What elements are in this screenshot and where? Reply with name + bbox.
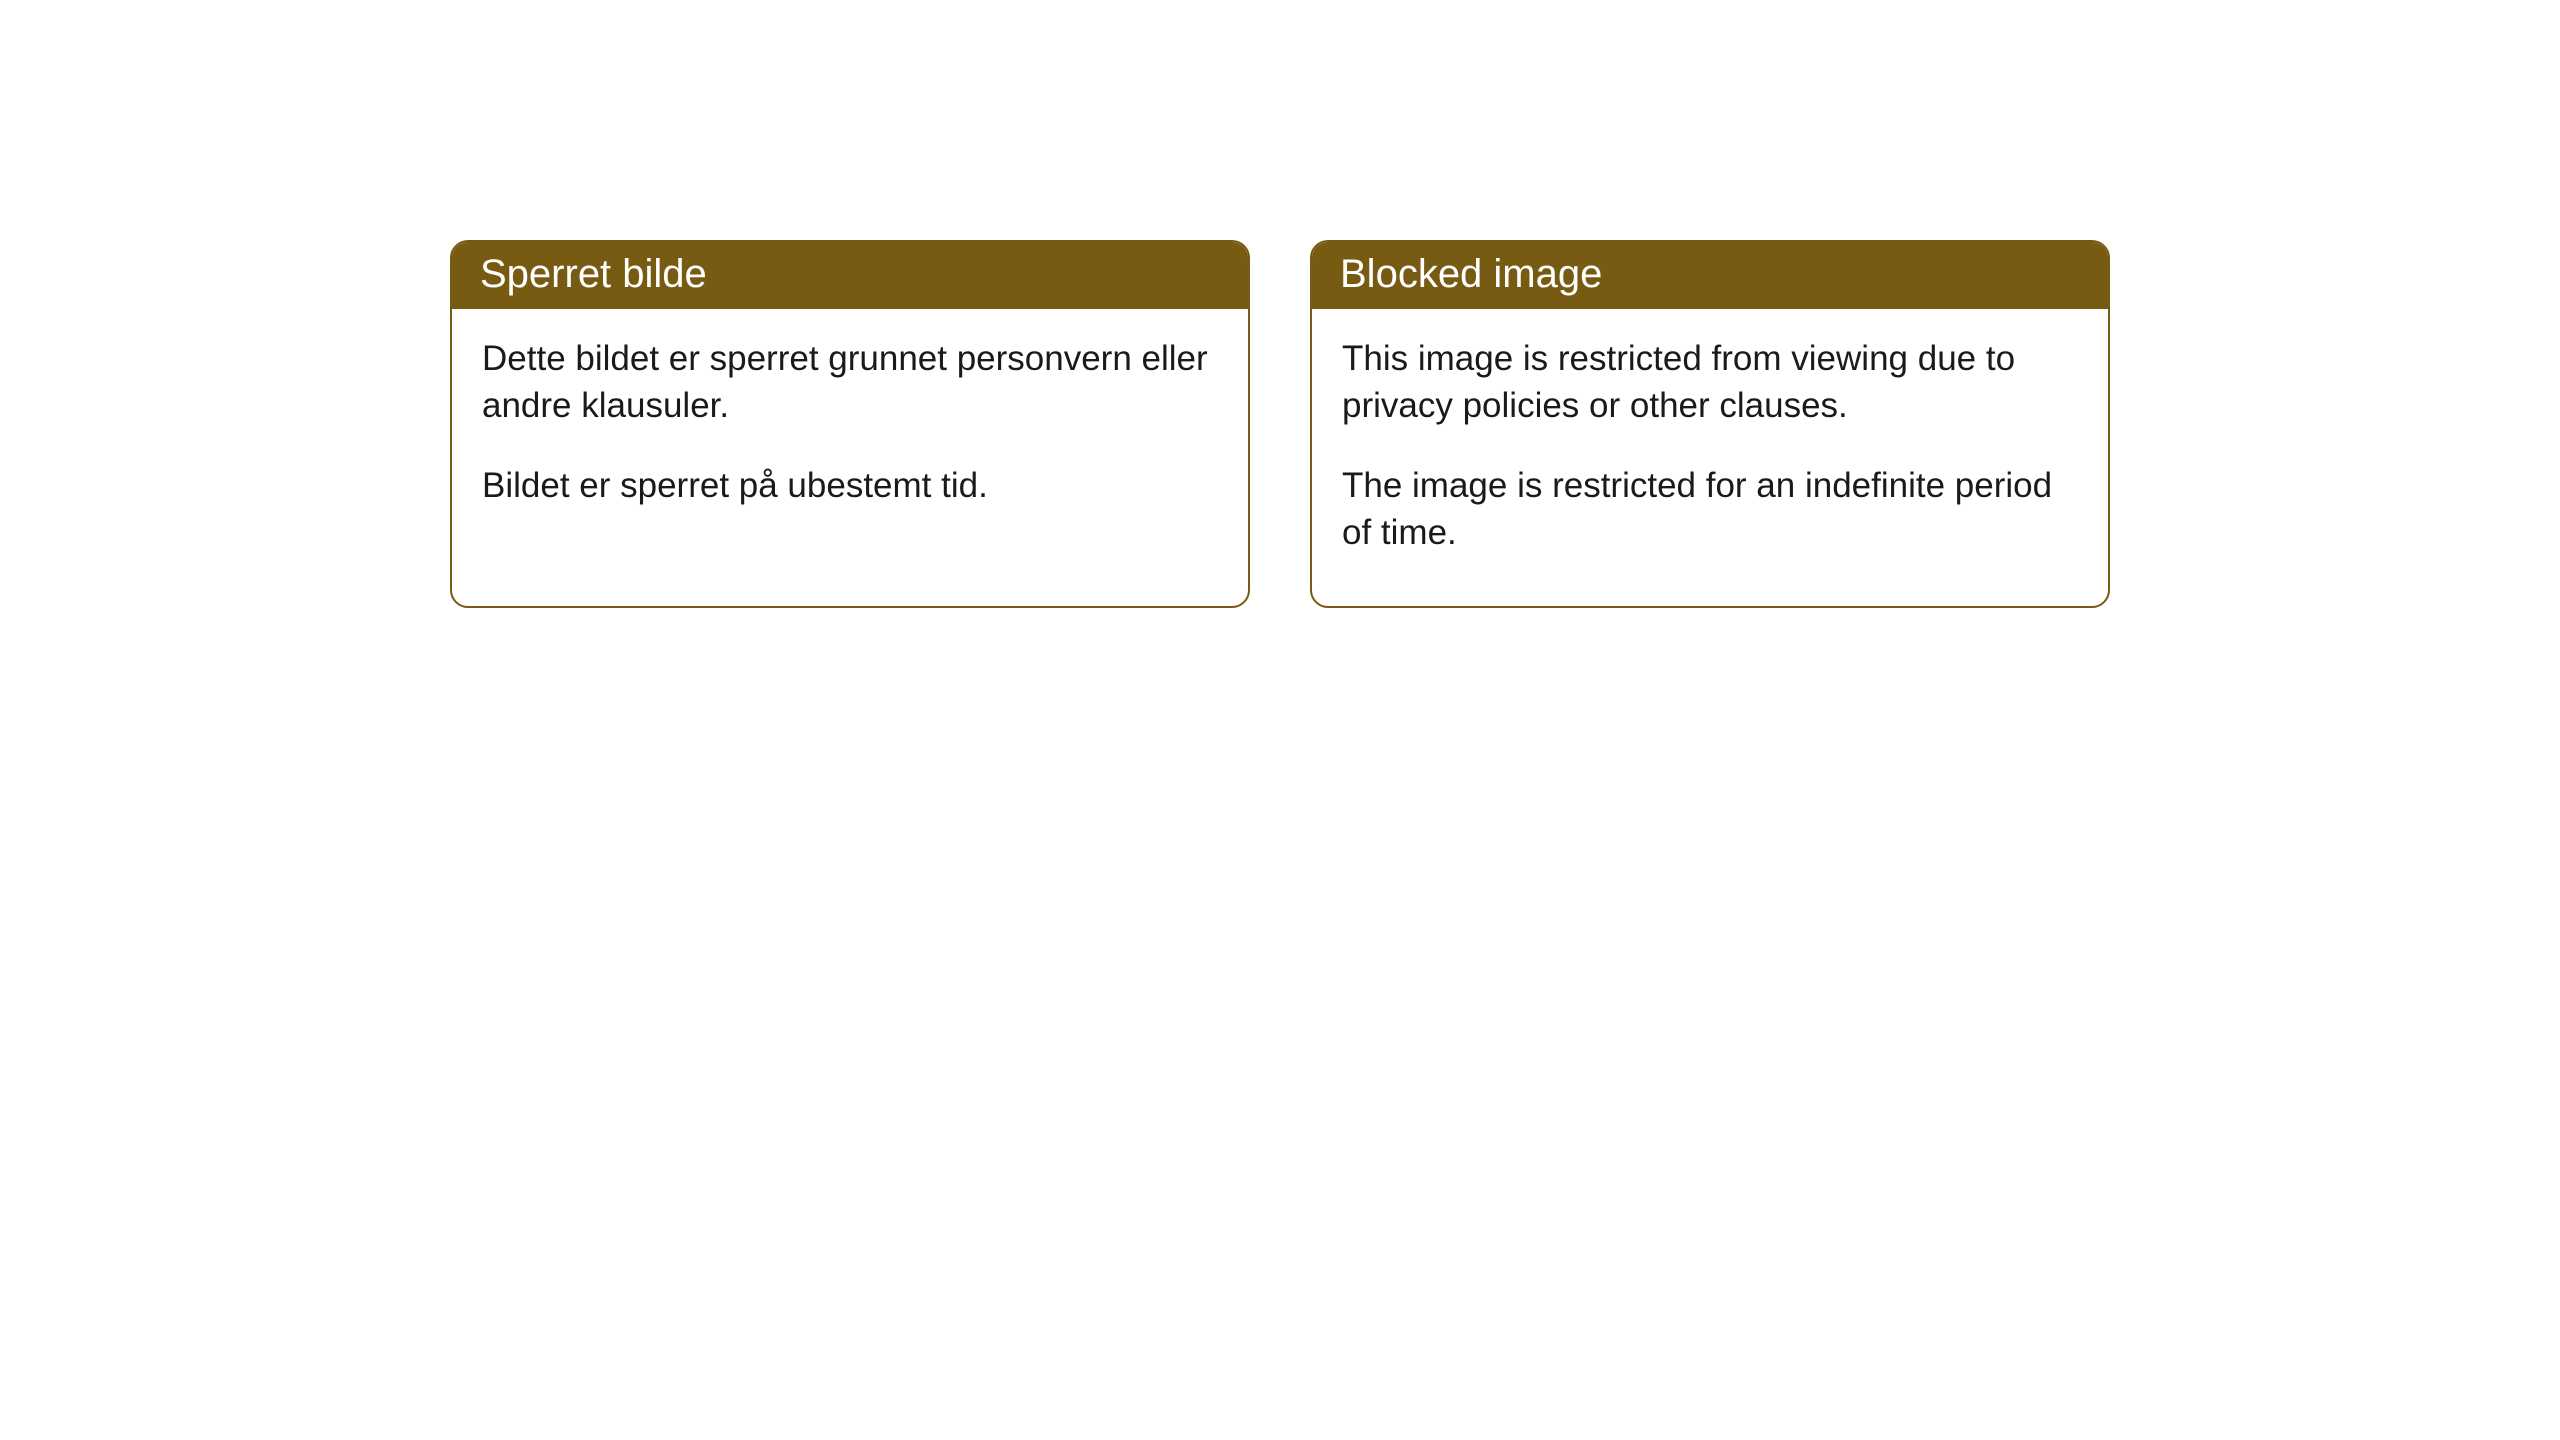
blocked-image-card-norwegian: Sperret bilde Dette bildet er sperret gr… xyxy=(450,240,1250,608)
card-body: This image is restricted from viewing du… xyxy=(1312,309,2108,606)
card-header: Blocked image xyxy=(1312,242,2108,309)
card-header: Sperret bilde xyxy=(452,242,1248,309)
blocked-image-card-english: Blocked image This image is restricted f… xyxy=(1310,240,2110,608)
card-body: Dette bildet er sperret grunnet personve… xyxy=(452,309,1248,559)
card-paragraph: The image is restricted for an indefinit… xyxy=(1342,462,2078,557)
card-paragraph: This image is restricted from viewing du… xyxy=(1342,335,2078,430)
cards-container: Sperret bilde Dette bildet er sperret gr… xyxy=(0,0,2560,608)
card-paragraph: Dette bildet er sperret grunnet personve… xyxy=(482,335,1218,430)
card-paragraph: Bildet er sperret på ubestemt tid. xyxy=(482,462,1218,509)
